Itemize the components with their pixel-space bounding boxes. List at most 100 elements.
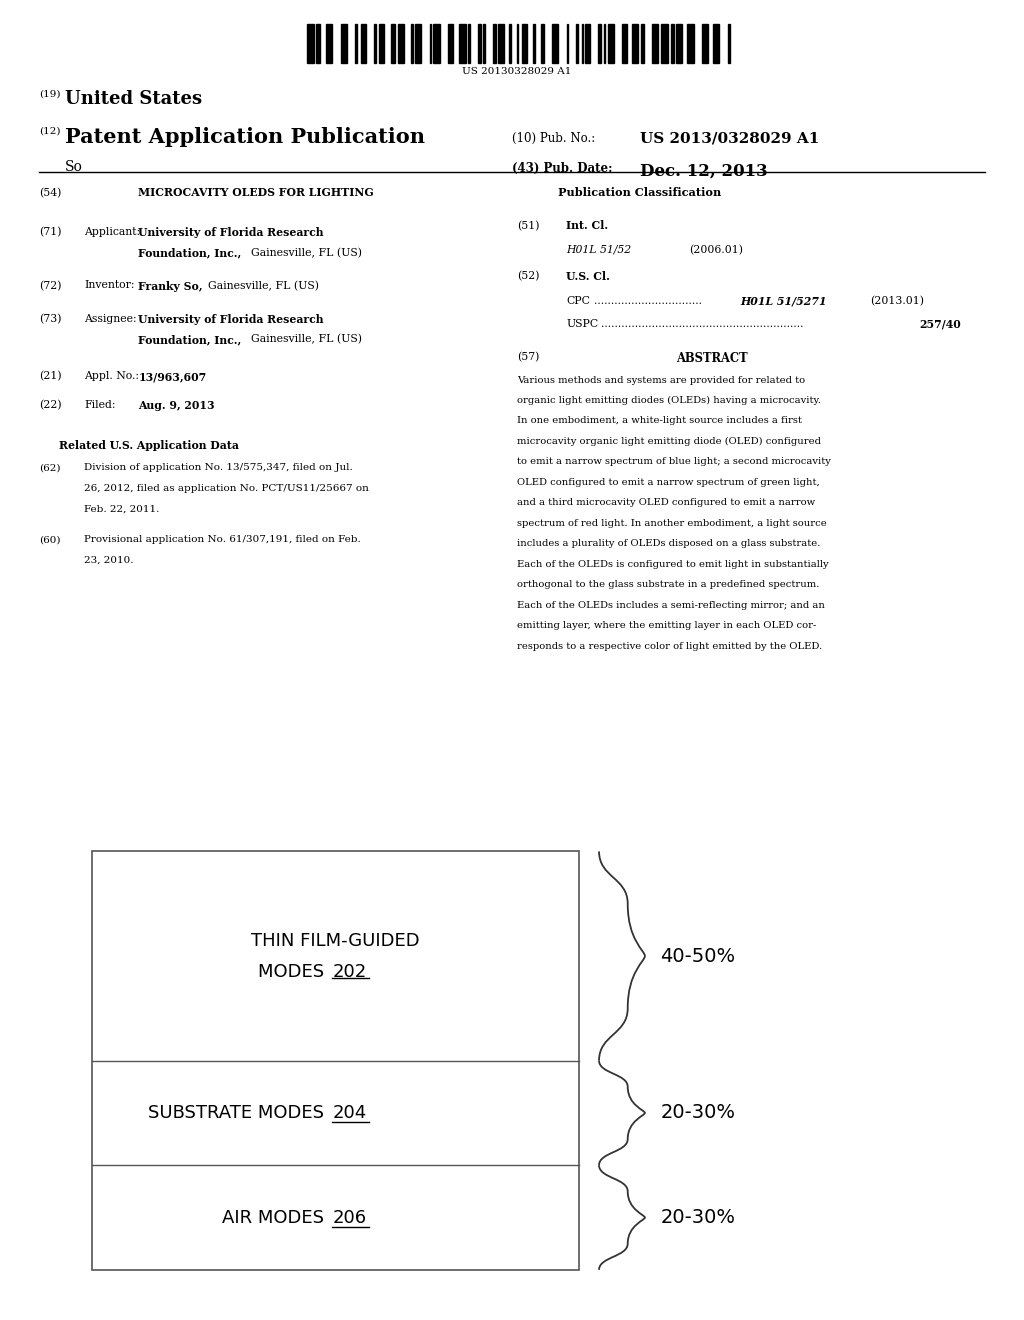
- Bar: [509, 24, 511, 63]
- Text: Gainesville, FL (US): Gainesville, FL (US): [251, 248, 361, 257]
- Text: SUBSTRATE MODES: SUBSTRATE MODES: [148, 1104, 330, 1122]
- Bar: [676, 24, 682, 63]
- Text: Applicant:: Applicant:: [84, 227, 140, 238]
- Bar: [483, 24, 485, 63]
- Bar: [687, 24, 693, 63]
- Text: 204: 204: [332, 1104, 367, 1122]
- Text: (71): (71): [39, 227, 61, 238]
- Bar: [534, 24, 535, 63]
- Bar: [493, 24, 496, 63]
- Text: (10) Pub. No.:: (10) Pub. No.:: [512, 132, 595, 145]
- Bar: [604, 24, 605, 63]
- Text: U.S. Cl.: U.S. Cl.: [566, 272, 610, 282]
- Bar: [411, 24, 413, 63]
- Text: 257/40: 257/40: [920, 318, 962, 330]
- Bar: [713, 24, 720, 63]
- Bar: [632, 24, 638, 63]
- Bar: [702, 24, 709, 63]
- Bar: [623, 24, 627, 63]
- Bar: [517, 24, 518, 63]
- Text: ABSTRACT: ABSTRACT: [676, 351, 748, 364]
- Text: Various methods and systems are provided for related to: Various methods and systems are provided…: [517, 375, 805, 384]
- Text: Foundation, Inc.,: Foundation, Inc.,: [138, 334, 242, 345]
- Text: (60): (60): [39, 536, 60, 544]
- Bar: [374, 24, 376, 63]
- Text: AIR MODES: AIR MODES: [222, 1209, 330, 1226]
- Text: 20-30%: 20-30%: [660, 1208, 735, 1228]
- Text: (21): (21): [39, 371, 61, 381]
- Bar: [607, 24, 613, 63]
- Text: Filed:: Filed:: [84, 400, 116, 411]
- Bar: [662, 24, 668, 63]
- Bar: [92, 851, 579, 1270]
- Text: Int. Cl.: Int. Cl.: [566, 220, 608, 231]
- Text: Foundation, Inc.,: Foundation, Inc.,: [138, 248, 242, 259]
- Bar: [307, 24, 313, 63]
- Bar: [469, 24, 470, 63]
- Text: (43) Pub. Date:: (43) Pub. Date:: [512, 162, 612, 176]
- Text: and a third microcavity OLED configured to emit a narrow: and a third microcavity OLED configured …: [517, 498, 815, 507]
- Bar: [459, 24, 466, 63]
- Text: (54): (54): [39, 187, 61, 198]
- Bar: [433, 24, 439, 63]
- Text: 13/963,607: 13/963,607: [138, 371, 207, 381]
- Text: 206: 206: [332, 1209, 367, 1226]
- Text: H01L 51/52: H01L 51/52: [566, 244, 632, 255]
- Text: spectrum of red light. In another embodiment, a light source: spectrum of red light. In another embodi…: [517, 519, 826, 528]
- Text: (2013.01): (2013.01): [870, 296, 925, 306]
- Bar: [582, 24, 583, 63]
- Text: ............................................................: ........................................…: [601, 318, 804, 329]
- Text: Publication Classification: Publication Classification: [558, 187, 722, 198]
- Text: So: So: [65, 160, 82, 174]
- Text: to emit a narrow spectrum of blue light; a second microcavity: to emit a narrow spectrum of blue light;…: [517, 457, 831, 466]
- Text: microcavity organic light emitting diode (OLED) configured: microcavity organic light emitting diode…: [517, 437, 821, 446]
- Text: 202: 202: [332, 962, 367, 981]
- Text: (57): (57): [517, 351, 540, 362]
- Text: Patent Application Publication: Patent Application Publication: [65, 127, 425, 147]
- Text: Appl. No.:: Appl. No.:: [84, 371, 139, 381]
- Text: (22): (22): [39, 400, 61, 411]
- Text: Assignee:: Assignee:: [84, 314, 136, 323]
- Text: USPC: USPC: [566, 318, 598, 329]
- Text: (52): (52): [517, 272, 540, 281]
- Text: H01L 51/5271: H01L 51/5271: [740, 296, 827, 306]
- Text: 23, 2010.: 23, 2010.: [84, 556, 133, 565]
- Text: orthogonal to the glass substrate in a predefined spectrum.: orthogonal to the glass substrate in a p…: [517, 579, 819, 589]
- Bar: [429, 24, 431, 63]
- Text: Dec. 12, 2013: Dec. 12, 2013: [640, 162, 768, 180]
- Text: MODES: MODES: [258, 962, 330, 981]
- Text: University of Florida Research: University of Florida Research: [138, 227, 324, 238]
- Bar: [478, 24, 481, 63]
- Text: (12): (12): [39, 127, 60, 136]
- Bar: [541, 24, 544, 63]
- Text: Gainesville, FL (US): Gainesville, FL (US): [208, 281, 318, 290]
- Bar: [577, 24, 578, 63]
- Text: Franky So,: Franky So,: [138, 281, 203, 292]
- Text: (72): (72): [39, 281, 61, 290]
- Bar: [586, 24, 590, 63]
- Bar: [355, 24, 357, 63]
- Bar: [449, 24, 453, 63]
- Text: responds to a respective color of light emitted by the OLED.: responds to a respective color of light …: [517, 642, 822, 651]
- Text: US 2013/0328029 A1: US 2013/0328029 A1: [640, 132, 819, 147]
- Bar: [671, 24, 674, 63]
- Bar: [316, 24, 319, 63]
- Text: CPC: CPC: [566, 296, 590, 306]
- Bar: [380, 24, 384, 63]
- Text: (2006.01): (2006.01): [689, 244, 743, 255]
- Bar: [652, 24, 658, 63]
- Text: (62): (62): [39, 463, 60, 473]
- Text: emitting layer, where the emitting layer in each OLED cor-: emitting layer, where the emitting layer…: [517, 620, 816, 630]
- Text: US 20130328029 A1: US 20130328029 A1: [463, 67, 571, 77]
- Text: includes a plurality of OLEDs disposed on a glass substrate.: includes a plurality of OLEDs disposed o…: [517, 539, 820, 548]
- Text: United States: United States: [65, 90, 202, 108]
- Text: OLED configured to emit a narrow spectrum of green light,: OLED configured to emit a narrow spectru…: [517, 478, 820, 487]
- Text: Each of the OLEDs is configured to emit light in substantially: Each of the OLEDs is configured to emit …: [517, 560, 828, 569]
- Bar: [566, 24, 568, 63]
- Text: ................................: ................................: [594, 296, 701, 306]
- Text: (73): (73): [39, 314, 61, 323]
- Text: Provisional application No. 61/307,191, filed on Feb.: Provisional application No. 61/307,191, …: [84, 536, 360, 544]
- Bar: [728, 24, 729, 63]
- Text: 20-30%: 20-30%: [660, 1104, 735, 1122]
- Text: Division of application No. 13/575,347, filed on Jul.: Division of application No. 13/575,347, …: [84, 463, 352, 473]
